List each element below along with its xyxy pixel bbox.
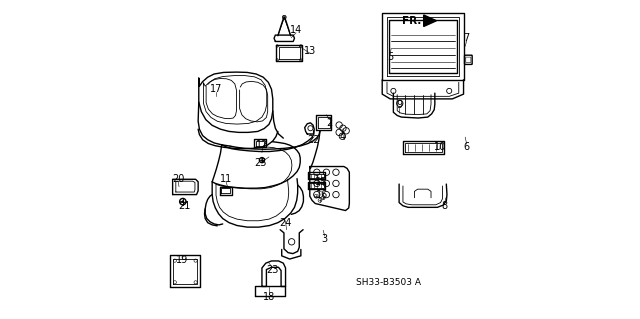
Text: 17: 17	[210, 84, 223, 94]
Text: 7: 7	[463, 33, 470, 43]
Text: 23: 23	[266, 264, 278, 275]
Text: 24: 24	[280, 218, 292, 228]
Circle shape	[182, 200, 184, 203]
Text: 4: 4	[339, 132, 346, 142]
Circle shape	[282, 15, 286, 19]
Text: 2: 2	[326, 118, 333, 128]
Circle shape	[276, 45, 278, 47]
Circle shape	[300, 45, 302, 47]
Text: 22: 22	[307, 135, 320, 145]
Text: 18: 18	[263, 292, 275, 302]
Text: 25: 25	[255, 158, 268, 168]
Circle shape	[276, 59, 278, 61]
Text: 19: 19	[176, 255, 188, 265]
Text: 13: 13	[304, 46, 317, 56]
Text: 9: 9	[396, 100, 402, 110]
Text: 15: 15	[316, 177, 328, 187]
Text: 11: 11	[220, 174, 232, 184]
Text: FR.: FR.	[402, 16, 421, 26]
Circle shape	[300, 59, 302, 61]
Text: 3: 3	[322, 234, 328, 244]
Text: 8: 8	[442, 201, 447, 211]
Text: 21: 21	[178, 201, 191, 211]
Text: 10: 10	[433, 142, 445, 152]
Text: 5: 5	[387, 52, 394, 63]
Text: 20: 20	[172, 174, 184, 184]
Text: 6: 6	[463, 142, 470, 152]
Text: 12: 12	[257, 140, 269, 150]
Text: 16: 16	[316, 189, 328, 200]
Text: 14: 14	[290, 25, 302, 35]
Text: SH33-B3503 A: SH33-B3503 A	[356, 278, 421, 287]
Polygon shape	[424, 15, 436, 26]
